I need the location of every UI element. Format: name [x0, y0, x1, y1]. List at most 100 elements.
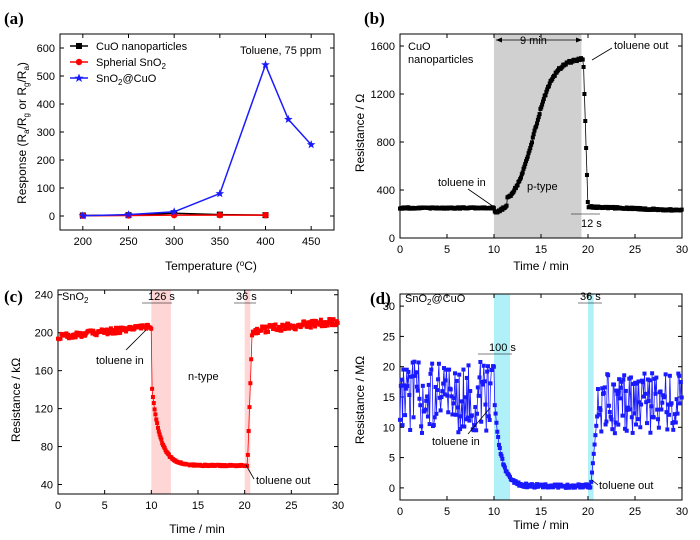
y-tick-label: 200	[35, 328, 53, 340]
plot-d: 0 5 10 15 20 25 30 0 5 10 15 20 25 30	[383, 293, 688, 518]
legend-label-sno2cuo: SnO2@CuO	[96, 73, 157, 87]
x-tick-label: 0	[397, 506, 403, 518]
data-point	[477, 375, 482, 380]
data-point	[330, 320, 335, 325]
x-tick-label: 250	[119, 236, 137, 248]
data-point	[532, 128, 537, 133]
x-tick-label: 15	[535, 244, 547, 256]
legend-label-sno2: Spherial SnO2	[96, 57, 166, 71]
annotation-a: Toluene, 75 ppm	[240, 45, 321, 57]
data-point	[159, 437, 164, 442]
shade-region-1	[588, 294, 594, 500]
data-point	[621, 377, 626, 382]
data-point	[246, 428, 251, 433]
title-b-line2: nanoparticles	[408, 54, 474, 66]
x-axis-label-d: Time / min	[513, 518, 569, 532]
data-point	[607, 409, 612, 414]
data-point	[595, 387, 600, 392]
data-point	[649, 404, 654, 409]
data-point	[628, 375, 633, 380]
data-point	[457, 372, 462, 377]
data-point	[591, 451, 596, 456]
data-point	[450, 412, 455, 417]
x-tick-label: 10	[488, 244, 500, 256]
data-point	[547, 81, 552, 86]
data-point	[639, 402, 644, 407]
data-point	[634, 381, 639, 386]
data-point	[543, 93, 548, 98]
data-point	[102, 330, 107, 335]
data-point	[529, 142, 534, 147]
y-tick-label: 400	[377, 185, 395, 197]
panel-b: (b) 0 5 10 15 20 25 30 0 400 800 1200 1600 Time / m…	[353, 9, 688, 273]
data-point	[486, 414, 491, 419]
data-point	[537, 112, 542, 117]
data-point	[255, 331, 260, 336]
data-point	[610, 427, 615, 432]
data-point	[594, 423, 599, 428]
x-tick-label: 15	[535, 506, 547, 518]
data-point	[487, 417, 492, 422]
data-point	[606, 403, 611, 408]
y-tick-label: 100	[37, 183, 55, 195]
data-point	[462, 424, 467, 429]
data-point	[524, 481, 529, 486]
data-point	[417, 396, 422, 401]
panel-label-c: (c)	[4, 287, 23, 306]
data-point	[403, 386, 408, 391]
legend-label-cuo: CuO nanoparticles	[96, 41, 188, 53]
data-point	[412, 359, 417, 364]
x-axis-label-b: Time / min	[513, 259, 569, 273]
data-point	[77, 330, 82, 335]
data-point	[262, 211, 269, 219]
x-tick-label: 25	[285, 500, 297, 512]
data-point	[440, 389, 445, 394]
data-point	[430, 361, 435, 366]
data-point	[628, 407, 633, 412]
data-point	[425, 414, 430, 419]
data-point	[485, 364, 490, 369]
shade-region-0	[494, 294, 510, 500]
y-tick-label: 25	[383, 331, 395, 343]
panel-a: (a) 200 250 300 350 400 450 0 100 200 300 400 500 60…	[4, 9, 335, 273]
data-point	[409, 374, 414, 379]
data-point	[484, 428, 489, 433]
data-point	[644, 400, 649, 405]
data-point	[479, 419, 484, 424]
data-point	[456, 430, 461, 435]
data-point	[427, 422, 432, 427]
data-point	[419, 430, 424, 435]
data-point	[589, 479, 594, 484]
data-point	[499, 453, 504, 458]
toluene-out-pointer-d	[591, 479, 599, 486]
legend-a: CuO nanoparticles Spherial SnO2 SnO2@CuO	[70, 41, 188, 87]
data-point	[70, 335, 75, 340]
plot-frame	[57, 289, 339, 495]
data-point	[672, 412, 677, 417]
panel-label-b: (b)	[364, 9, 385, 28]
data-point	[432, 415, 437, 420]
data-point	[617, 377, 622, 382]
toluene-in-pointer-d	[467, 407, 491, 435]
data-point	[533, 484, 538, 489]
data-point	[279, 328, 284, 333]
data-point	[132, 326, 137, 331]
plot-frame	[399, 33, 683, 239]
panel-label-d: (d)	[370, 289, 391, 308]
x-tick-label: 300	[165, 236, 183, 248]
data-point	[500, 456, 505, 461]
data-point	[616, 422, 621, 427]
data-point	[521, 166, 526, 171]
data-point	[78, 211, 88, 220]
toluene-in-label-b: toluene in	[438, 177, 486, 189]
data-point	[149, 326, 154, 331]
data-point	[306, 140, 316, 149]
y-tick-label: 10	[383, 422, 395, 434]
x-tick-label: 350	[211, 236, 229, 248]
data-point	[322, 320, 327, 325]
data-point	[308, 325, 313, 330]
data-point	[598, 407, 603, 412]
data-point	[518, 175, 523, 180]
data-point	[600, 386, 605, 391]
data-point	[316, 320, 321, 325]
